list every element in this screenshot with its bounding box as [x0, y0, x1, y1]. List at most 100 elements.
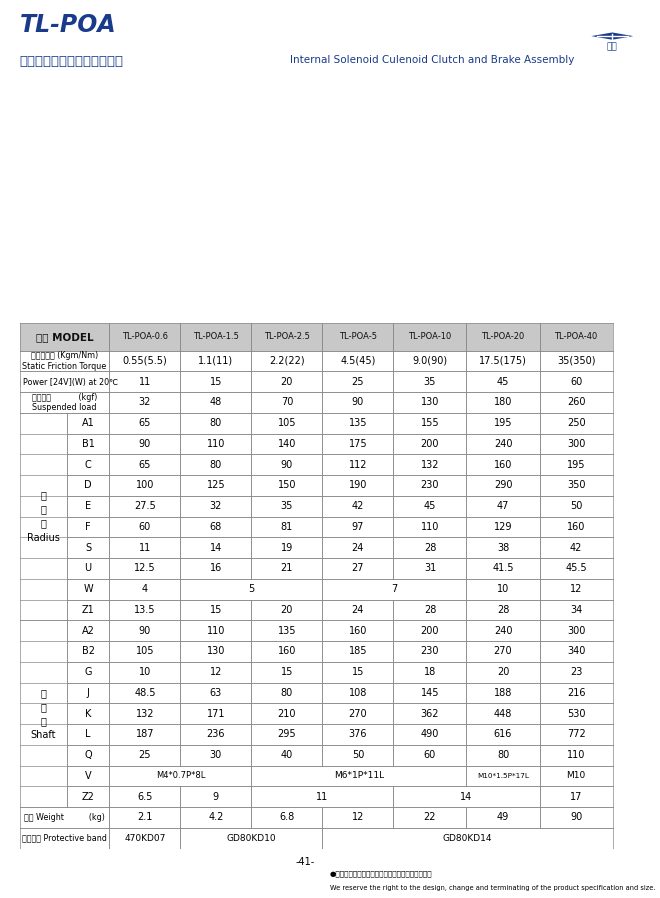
Text: 27: 27	[352, 563, 364, 574]
Text: 616: 616	[494, 729, 512, 739]
Text: 4: 4	[142, 585, 148, 594]
Text: 台菱: 台菱	[607, 42, 618, 51]
Text: C: C	[84, 460, 92, 470]
Text: 150: 150	[278, 480, 296, 490]
Text: 81: 81	[280, 522, 293, 532]
Text: 48.5: 48.5	[134, 688, 156, 698]
Text: 内藏式電磁離合、煞車器組合: 内藏式電磁離合、煞車器組合	[20, 56, 124, 68]
Text: 112: 112	[348, 460, 367, 470]
Text: 45.5: 45.5	[565, 563, 587, 574]
Text: 7: 7	[391, 585, 397, 594]
Text: 功率 Power [24V](W) at 20℃: 功率 Power [24V](W) at 20℃	[11, 377, 118, 386]
Text: 250: 250	[567, 418, 585, 428]
Text: 90: 90	[139, 626, 151, 636]
Text: 38: 38	[497, 542, 509, 553]
Text: 15: 15	[210, 377, 222, 387]
Text: Q: Q	[84, 750, 92, 761]
Text: F: F	[85, 522, 91, 532]
Text: 63: 63	[210, 688, 222, 698]
Text: 35: 35	[424, 377, 436, 387]
Text: 300: 300	[567, 439, 585, 449]
Text: D: D	[84, 480, 92, 490]
Text: 28: 28	[497, 605, 510, 615]
Text: 110: 110	[207, 439, 225, 449]
Text: 376: 376	[348, 729, 367, 739]
Text: 195: 195	[567, 460, 585, 470]
Text: TL-POA-1.5: TL-POA-1.5	[193, 332, 239, 341]
Text: 90: 90	[280, 460, 293, 470]
Text: 132: 132	[136, 709, 154, 718]
Text: 20: 20	[280, 605, 293, 615]
Text: TL-POA-2.5: TL-POA-2.5	[264, 332, 310, 341]
Text: 362: 362	[420, 709, 439, 718]
Text: 1.1(11): 1.1(11)	[199, 356, 234, 366]
Text: TL-POA-10: TL-POA-10	[409, 332, 451, 341]
Text: 80: 80	[497, 750, 509, 761]
Text: 160: 160	[567, 522, 585, 532]
Polygon shape	[591, 32, 633, 40]
Text: M6*1P*11L: M6*1P*11L	[334, 771, 384, 780]
Text: 35: 35	[280, 501, 293, 511]
Bar	[540, 323, 612, 350]
Text: 45: 45	[424, 501, 436, 511]
Text: 188: 188	[494, 688, 512, 698]
Text: 15: 15	[280, 667, 293, 677]
Text: 24: 24	[352, 542, 364, 553]
Text: 180: 180	[494, 398, 512, 408]
Text: 187: 187	[136, 729, 154, 739]
Text: 重量 Weight          (kg): 重量 Weight (kg)	[24, 813, 105, 822]
Text: 5: 5	[248, 585, 255, 594]
Text: 6.5: 6.5	[137, 792, 152, 802]
Text: 175: 175	[348, 439, 367, 449]
Text: 130: 130	[207, 647, 225, 656]
Text: 90: 90	[570, 813, 582, 823]
Text: 155: 155	[420, 418, 440, 428]
Text: 240: 240	[494, 439, 512, 449]
Text: E: E	[85, 501, 91, 511]
Text: 軸
方
向
Shaft: 軸 方 向 Shaft	[30, 688, 56, 740]
Text: We reserve the right to the design, change and terminating of the product specif: We reserve the right to the design, chan…	[330, 885, 655, 892]
Text: 0.55(5.5): 0.55(5.5)	[123, 356, 167, 366]
Text: B2: B2	[82, 647, 94, 656]
Text: 132: 132	[420, 460, 439, 470]
Text: 40: 40	[280, 750, 293, 761]
Text: 195: 195	[494, 418, 512, 428]
Text: 47: 47	[497, 501, 510, 511]
Bar	[110, 323, 180, 350]
Text: A1: A1	[82, 418, 94, 428]
Text: 42: 42	[352, 501, 364, 511]
Text: Internal Solenoid Culenoid Clutch and Brake Assembly: Internal Solenoid Culenoid Clutch and Br…	[290, 56, 574, 66]
Text: 31: 31	[424, 563, 436, 574]
Text: Z1: Z1	[82, 605, 94, 615]
Text: 270: 270	[494, 647, 512, 656]
Text: 448: 448	[494, 709, 512, 718]
Text: 42: 42	[570, 542, 582, 553]
Text: 12: 12	[352, 813, 364, 823]
Text: GD80KD14: GD80KD14	[443, 833, 492, 842]
Text: U: U	[84, 563, 92, 574]
Bar	[323, 323, 393, 350]
Text: 105: 105	[136, 647, 154, 656]
Text: 200: 200	[420, 439, 439, 449]
Text: J: J	[86, 688, 90, 698]
Bar	[251, 323, 323, 350]
Text: G: G	[84, 667, 92, 677]
Text: 160: 160	[278, 647, 296, 656]
Text: 135: 135	[278, 626, 296, 636]
Text: 懸重負荷           (kgf)
Suspended load: 懸重負荷 (kgf) Suspended load	[32, 392, 97, 412]
Text: 171: 171	[207, 709, 225, 718]
Text: 140: 140	[278, 439, 296, 449]
Text: 530: 530	[567, 709, 585, 718]
Text: 41.5: 41.5	[492, 563, 513, 574]
Text: 6.8: 6.8	[279, 813, 294, 823]
Text: 80: 80	[280, 688, 293, 698]
Text: 350: 350	[567, 480, 585, 490]
Text: 9: 9	[213, 792, 219, 802]
Bar	[180, 323, 251, 350]
Text: TL-POA-20: TL-POA-20	[481, 332, 525, 341]
Text: 9.0(90): 9.0(90)	[412, 356, 447, 366]
Text: 17.5(175): 17.5(175)	[479, 356, 527, 366]
Text: 4.2: 4.2	[208, 813, 224, 823]
Text: GD80KD10: GD80KD10	[226, 833, 277, 842]
Text: 21: 21	[280, 563, 293, 574]
